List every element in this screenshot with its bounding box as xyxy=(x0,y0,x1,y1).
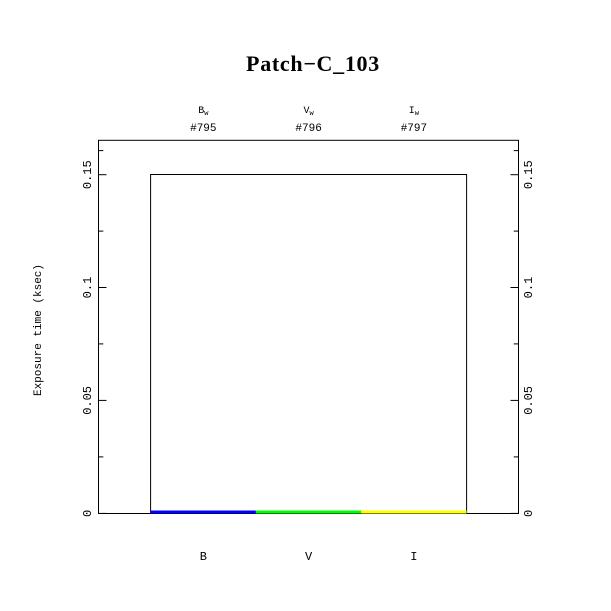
svg-text:0.05: 0.05 xyxy=(81,386,95,415)
svg-text:0.05: 0.05 xyxy=(522,386,536,415)
svg-text:0: 0 xyxy=(81,510,95,517)
svg-text:Exposure time (ksec): Exposure time (ksec) xyxy=(33,264,45,396)
svg-text:0: 0 xyxy=(522,510,536,517)
svg-text:0.1: 0.1 xyxy=(522,277,536,299)
svg-text:0.1: 0.1 xyxy=(81,277,95,299)
svg-text:0.15: 0.15 xyxy=(522,160,536,189)
svg-text:0.15: 0.15 xyxy=(81,160,95,189)
